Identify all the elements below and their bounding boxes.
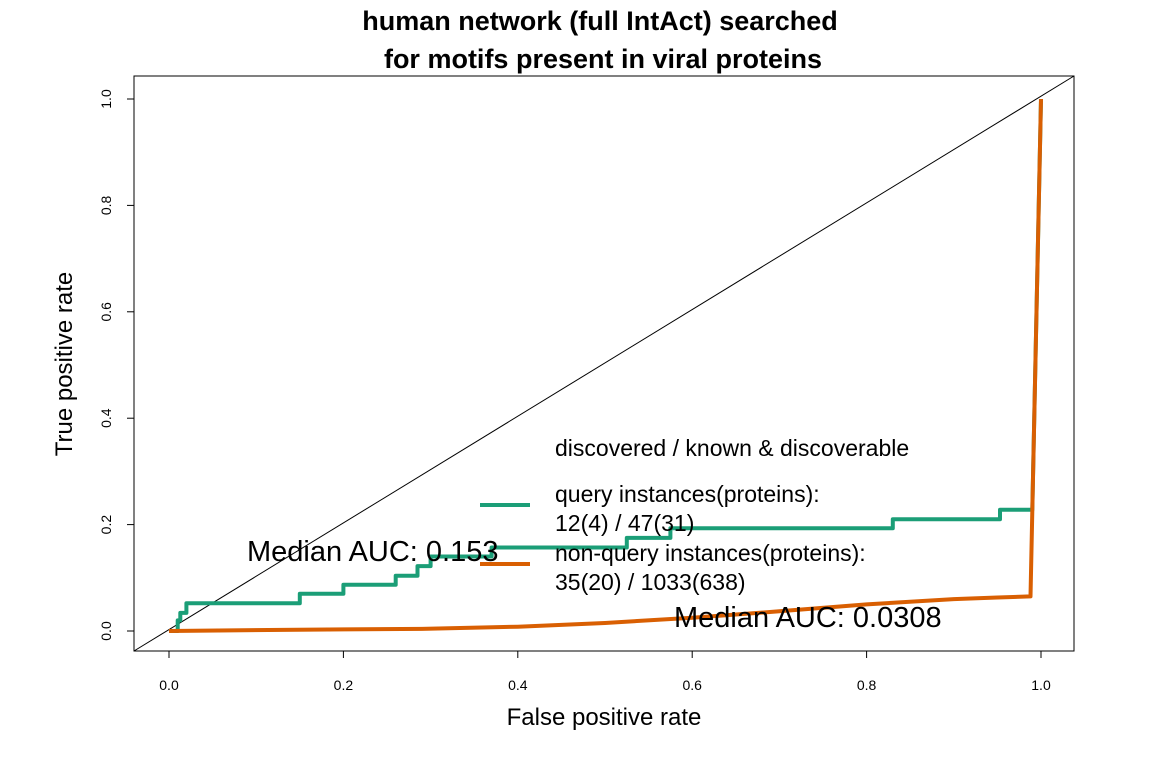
legend-entry-query-line1: query instances(proteins): <box>555 481 820 507</box>
legend: discovered / known & discoverable query … <box>480 435 909 595</box>
chart-title-line1: human network (full IntAct) searched <box>362 6 838 36</box>
y-tick-label: 0.8 <box>98 195 114 215</box>
legend-entry-nonquery-line1: non-query instances(proteins): <box>555 540 866 566</box>
y-tick-label: 0.6 <box>98 302 114 322</box>
legend-entry-query-line2: 12(4) / 47(31) <box>555 510 694 536</box>
median-auc-query-annotation: Median AUC: 0.153 <box>247 536 498 568</box>
y-axis-label: True positive rate <box>51 272 78 457</box>
series-line-query <box>169 98 1043 633</box>
x-tick-label: 0.6 <box>682 677 702 693</box>
x-tick-label: 1.0 <box>1031 677 1051 693</box>
y-tick-label: 0.0 <box>98 621 114 641</box>
legend-title: discovered / known & discoverable <box>555 435 909 461</box>
y-tick-label: 1.0 <box>98 89 114 109</box>
axis-ticks: 0.0 0.2 0.4 0.6 0.8 1.0 0.0 0.2 0.4 0.6 0.8 1.0 <box>98 89 1051 693</box>
median-auc-nonquery-annotation: Median AUC: 0.0308 <box>674 602 942 634</box>
diagonal-reference <box>133 75 1075 652</box>
legend-entry-nonquery-line2: 35(20) / 1033(638) <box>555 569 746 595</box>
y-tick-label: 0.2 <box>98 515 114 535</box>
y-tick-label: 0.4 <box>98 408 114 428</box>
x-tick-label: 0.0 <box>159 677 179 693</box>
series-lines <box>168 98 1043 633</box>
x-tick-label: 0.2 <box>334 677 354 693</box>
series-line-nonquery <box>168 98 1043 633</box>
chart-title-line2: for motifs present in viral proteins <box>384 44 822 74</box>
x-tick-label: 0.8 <box>857 677 877 693</box>
diagonal-reference-line <box>133 75 1075 652</box>
x-tick-label: 0.4 <box>508 677 528 693</box>
x-axis-label: False positive rate <box>507 704 702 731</box>
